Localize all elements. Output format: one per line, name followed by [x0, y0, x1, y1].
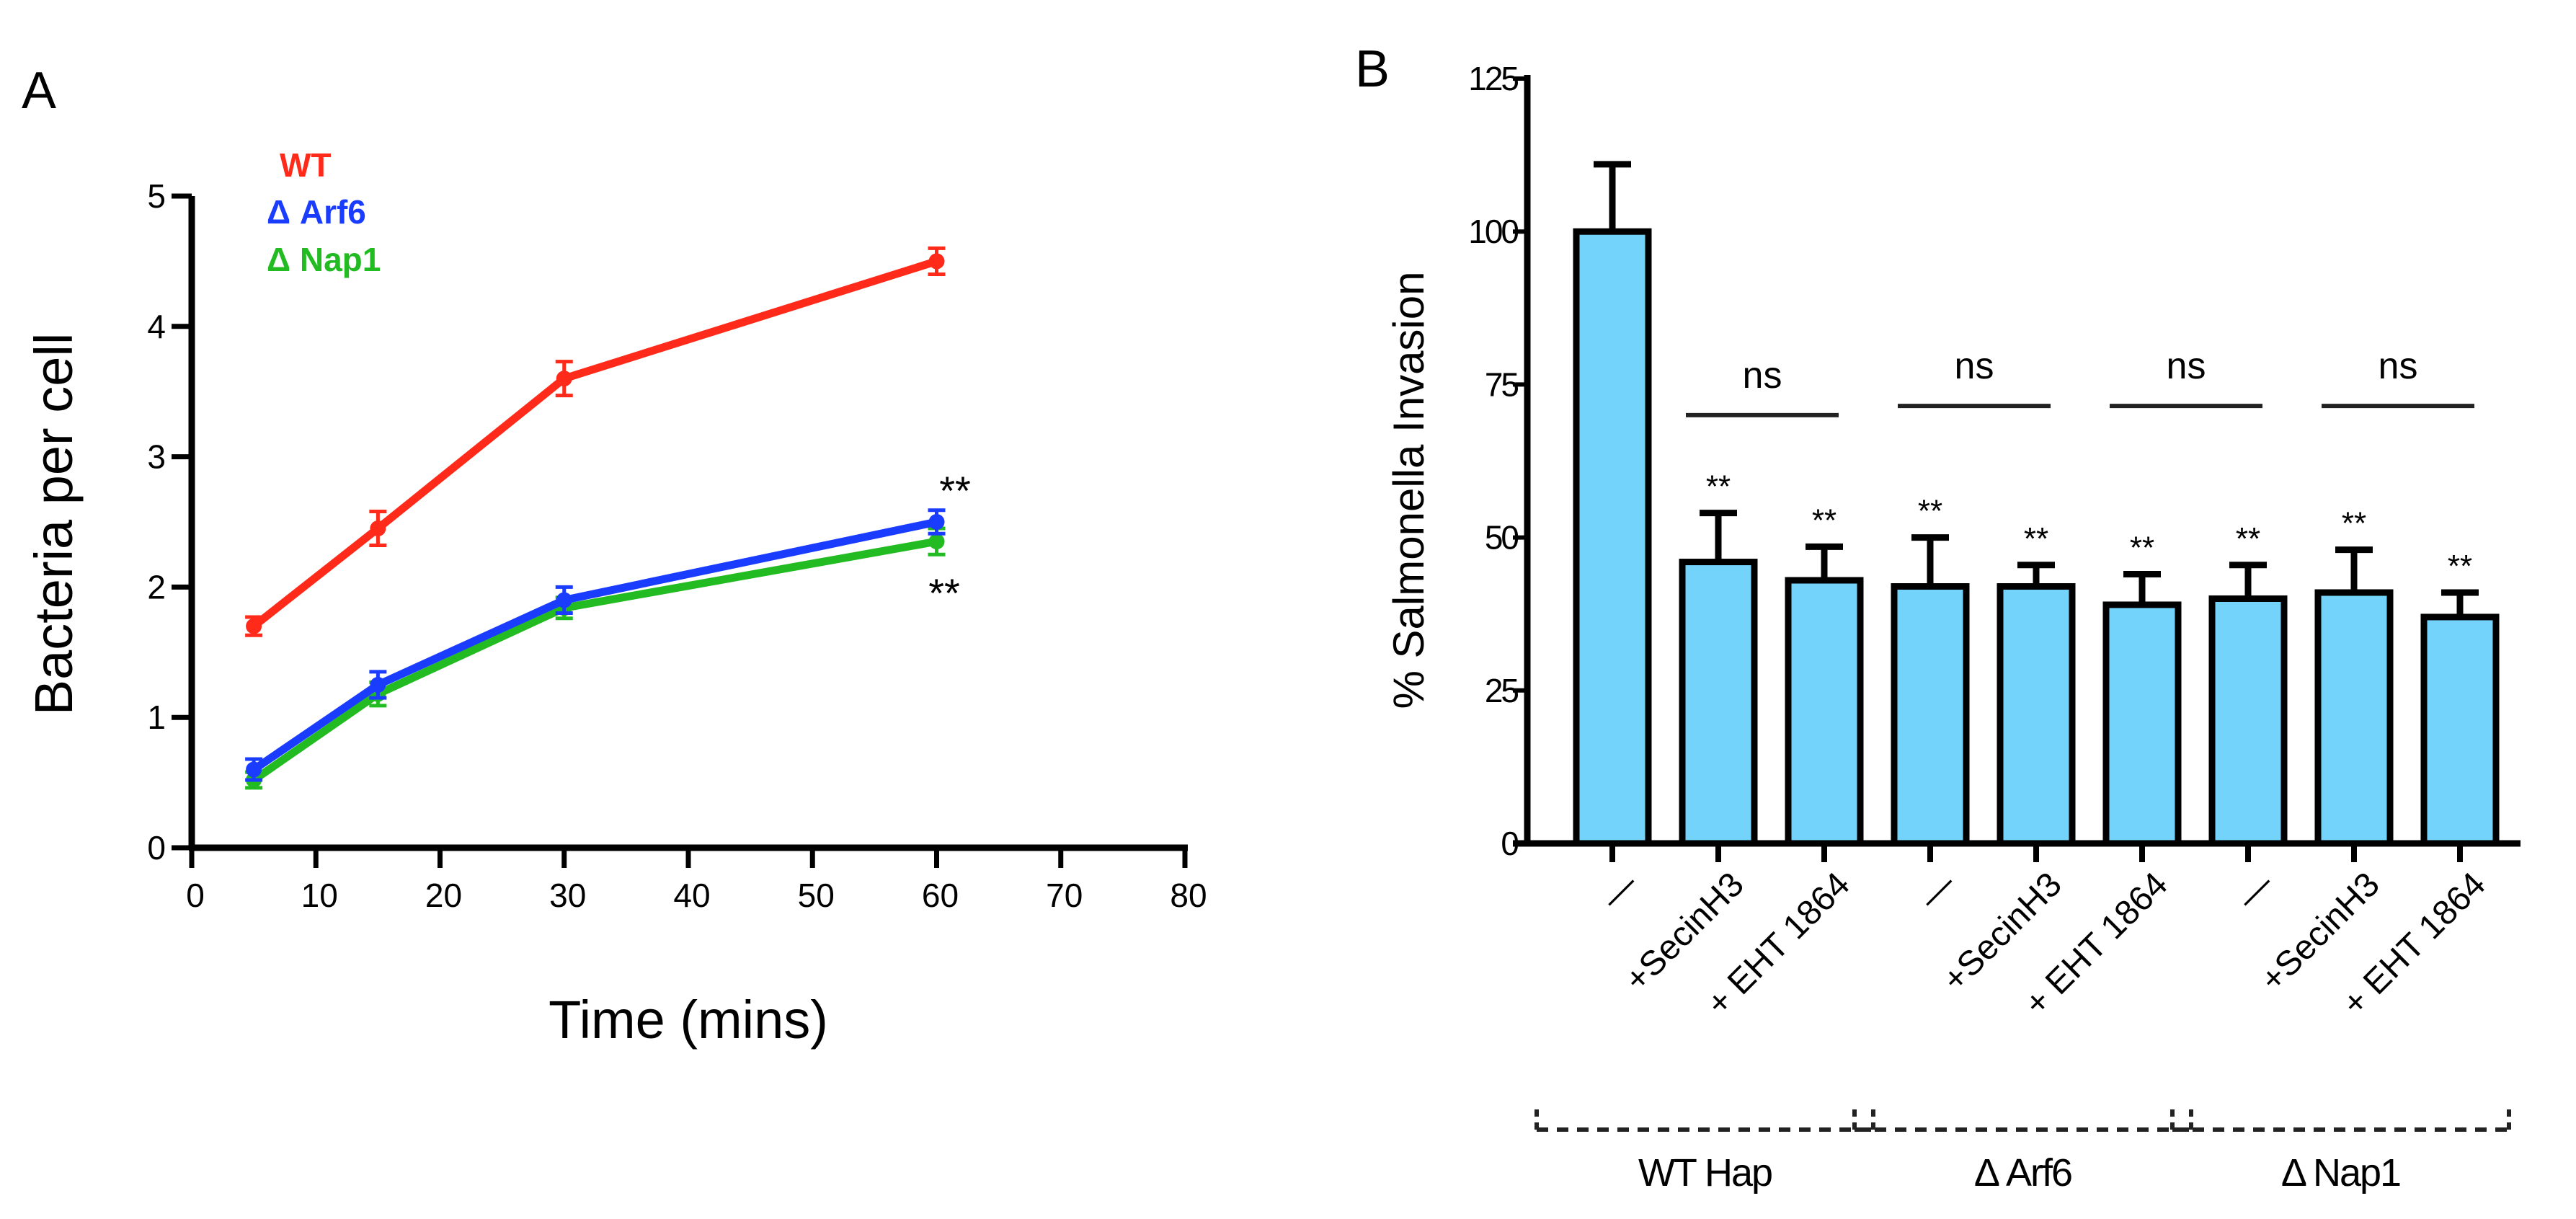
significance-label: ** [2236, 521, 2260, 557]
significance-nap1: ** [928, 570, 960, 616]
legend-nap1: Δ Nap1 [267, 241, 381, 278]
significance-label: ** [2130, 531, 2154, 566]
bar [1891, 583, 1970, 847]
x-tick-label: 60 [922, 877, 959, 914]
y-tick-label: 25 [1485, 672, 1519, 709]
bar [2208, 595, 2288, 847]
bar [1997, 583, 2076, 847]
y-tick-label: 3 [147, 438, 166, 476]
x-tick-label: 10 [301, 877, 338, 914]
bar [2314, 589, 2394, 847]
x-tick-label: — [1911, 865, 1963, 916]
panel-a-xlabel: Time (mins) [548, 990, 828, 1050]
series-line [251, 537, 938, 784]
bar [2420, 613, 2500, 847]
x-tick-label: 20 [425, 877, 462, 914]
x-tick-label: — [1594, 865, 1645, 916]
bar [1785, 577, 1864, 847]
significance-label: ** [1812, 502, 1836, 538]
data-point [556, 592, 572, 608]
x-tick-label: 50 [798, 877, 835, 914]
x-tick-label: 30 [549, 877, 586, 914]
panel-a: A Bacteria per cell Time (mins) WT Δ Arf… [22, 62, 1207, 1050]
ns-label: ns [2379, 345, 2418, 387]
data-point [370, 520, 386, 537]
group-label: Δ Arf6 [1974, 1151, 2071, 1194]
y-tick-label: 1 [147, 699, 166, 736]
y-tick-label: 4 [147, 308, 166, 345]
data-point [370, 677, 386, 693]
y-tick-label: 100 [1468, 213, 1518, 250]
panel-b-ylabel: % Salmonella Invasion [1385, 271, 1433, 709]
y-tick-label: 50 [1485, 519, 1519, 557]
ns-label: ns [1743, 355, 1782, 396]
significance-label: ** [2448, 549, 2472, 584]
significance-label: ** [1918, 494, 1942, 529]
legend-wt: WT [280, 146, 332, 184]
data-point [246, 761, 262, 778]
data-point [928, 253, 945, 270]
y-tick-label: 75 [1485, 365, 1519, 403]
bar [2102, 601, 2182, 847]
data-point [246, 618, 262, 634]
significance-label: ** [2024, 521, 2048, 557]
panel-b: B % Salmonella Invasion 0255075100125—**… [1355, 40, 2521, 1194]
x-tick-label: 40 [673, 877, 710, 914]
y-tick-label: 0 [147, 829, 166, 866]
x-tick-label: — [2229, 865, 2280, 916]
significance-label: ** [2342, 506, 2366, 541]
x-tick-label: 70 [1046, 877, 1083, 914]
ns-label: ns [1955, 345, 1994, 387]
data-point [556, 371, 572, 387]
y-tick-label: 125 [1468, 60, 1518, 97]
group-label: WT Hap [1638, 1151, 1772, 1194]
y-tick-label: 5 [147, 177, 166, 215]
y-tick-label: 2 [147, 568, 166, 606]
series-line [252, 518, 938, 773]
data-point [928, 514, 945, 530]
legend-arf6: Δ Arf6 [267, 193, 366, 231]
x-tick-label: 80 [1170, 877, 1207, 914]
bar [1679, 559, 1758, 847]
group-label: Δ Nap1 [2281, 1151, 2400, 1194]
panel-a-label: A [22, 62, 56, 120]
ns-label: ns [2167, 345, 2206, 387]
data-point [928, 533, 945, 550]
x-tick-label: 0 [186, 877, 205, 914]
significance-label: ** [1706, 469, 1731, 505]
series-line [251, 257, 938, 629]
bar [1573, 228, 1652, 847]
significance-arf6: ** [939, 468, 971, 513]
panel-a-ylabel: Bacteria per cell [24, 333, 84, 716]
panel-b-label: B [1355, 40, 1390, 98]
